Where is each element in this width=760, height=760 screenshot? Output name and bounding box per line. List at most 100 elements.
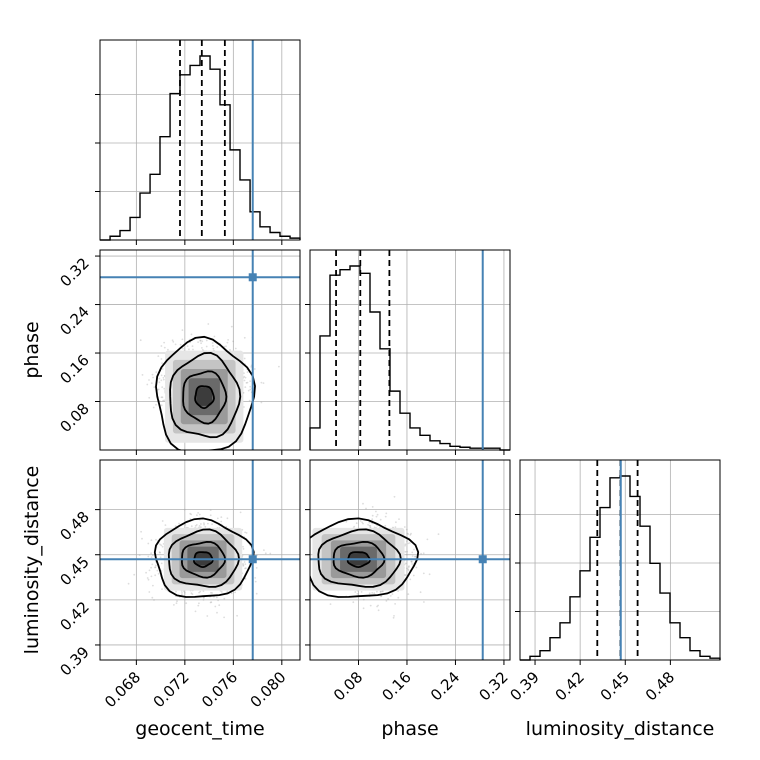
sample-point xyxy=(175,602,178,605)
contour-level-2 xyxy=(182,370,228,425)
x-tick-label-geocent-time: 0.068 xyxy=(101,668,144,711)
sample-point xyxy=(411,551,414,554)
sample-point xyxy=(175,590,177,593)
sample-point xyxy=(139,339,142,342)
sample-point xyxy=(212,347,215,350)
sample-point xyxy=(410,561,413,563)
sample-point xyxy=(248,399,251,402)
sample-point xyxy=(362,598,365,601)
sample-point xyxy=(189,512,192,515)
sample-point xyxy=(150,382,153,384)
sample-point xyxy=(183,508,186,511)
sample-point xyxy=(245,382,248,384)
sample-point xyxy=(407,569,410,572)
sample-point xyxy=(218,604,221,607)
sample-point xyxy=(393,495,396,498)
sample-point xyxy=(354,591,357,593)
sample-point xyxy=(223,597,226,600)
sample-point xyxy=(355,522,358,525)
sample-point xyxy=(216,517,219,520)
sample-point xyxy=(199,590,202,593)
sample-point xyxy=(181,338,184,341)
sample-point xyxy=(154,566,157,568)
sample-point xyxy=(245,532,248,534)
sample-point xyxy=(155,538,157,541)
x-tick-label-phase: 0.32 xyxy=(475,668,511,704)
contour-level-1 xyxy=(169,351,242,439)
sample-point xyxy=(141,537,143,540)
sample-point xyxy=(158,551,161,553)
sample-point xyxy=(183,591,186,594)
sample-point xyxy=(384,524,387,527)
sample-point xyxy=(155,403,157,406)
sample-point xyxy=(127,582,130,585)
sample-point xyxy=(190,592,193,595)
y-tick-label-phase: 0.32 xyxy=(56,254,92,290)
sample-point xyxy=(243,372,245,374)
sample-point xyxy=(380,595,383,597)
sample-point xyxy=(196,514,198,517)
sample-point xyxy=(176,600,178,603)
sample-point xyxy=(211,342,214,344)
sample-point xyxy=(263,549,265,551)
sample-point xyxy=(239,511,242,514)
sample-point xyxy=(160,374,163,377)
sample-point xyxy=(353,525,356,528)
sample-point xyxy=(404,544,406,547)
contour-level-3 xyxy=(194,385,215,410)
sample-point xyxy=(179,343,182,346)
sample-point xyxy=(203,596,205,599)
sample-point xyxy=(160,562,163,565)
sample-point xyxy=(360,591,363,593)
sample-point xyxy=(223,616,226,619)
sample-point xyxy=(243,357,246,360)
x-tick-label-phase: 0.24 xyxy=(427,668,463,704)
sample-point xyxy=(160,544,163,547)
y-tick-label-luminosity-distance: 0.42 xyxy=(56,598,92,634)
y-tick-label-luminosity-distance: 0.39 xyxy=(56,643,92,679)
sample-point xyxy=(371,592,374,594)
panel-frame xyxy=(99,39,301,241)
sample-point xyxy=(156,569,159,572)
sample-point xyxy=(216,596,218,599)
sample-point xyxy=(162,376,165,379)
sample-point xyxy=(203,523,206,526)
x-tick-label-geocent-time: 0.080 xyxy=(247,668,290,711)
sample-point xyxy=(406,540,408,543)
sample-point xyxy=(167,348,169,351)
sample-point xyxy=(159,556,162,559)
sample-point xyxy=(226,590,229,593)
sample-point xyxy=(151,563,154,566)
sample-point xyxy=(157,388,160,391)
sample-point xyxy=(146,383,149,386)
sample-point xyxy=(198,602,200,605)
sample-point xyxy=(150,575,153,578)
sample-point xyxy=(212,345,214,347)
sample-point xyxy=(423,601,425,603)
sample-point xyxy=(264,552,267,555)
sample-point xyxy=(255,592,258,595)
sample-point xyxy=(329,603,332,605)
sample-point xyxy=(365,507,367,510)
sample-point xyxy=(369,604,372,607)
sample-point xyxy=(368,524,371,527)
sample-point xyxy=(195,524,198,526)
sample-point xyxy=(404,543,407,546)
sample-point xyxy=(415,566,418,569)
sample-point xyxy=(243,375,246,378)
sample-point xyxy=(198,513,201,516)
sample-point xyxy=(150,566,153,569)
sample-point xyxy=(191,345,194,348)
sample-point xyxy=(242,545,244,548)
sample-point xyxy=(409,542,411,544)
sample-point xyxy=(419,591,422,594)
sample-point xyxy=(404,574,407,577)
sample-point xyxy=(243,406,245,408)
sample-point xyxy=(209,514,212,517)
sample-point xyxy=(395,521,397,524)
sample-point xyxy=(394,603,396,605)
panel-frame xyxy=(99,459,301,661)
sample-point xyxy=(367,523,369,526)
sample-point xyxy=(368,592,371,595)
